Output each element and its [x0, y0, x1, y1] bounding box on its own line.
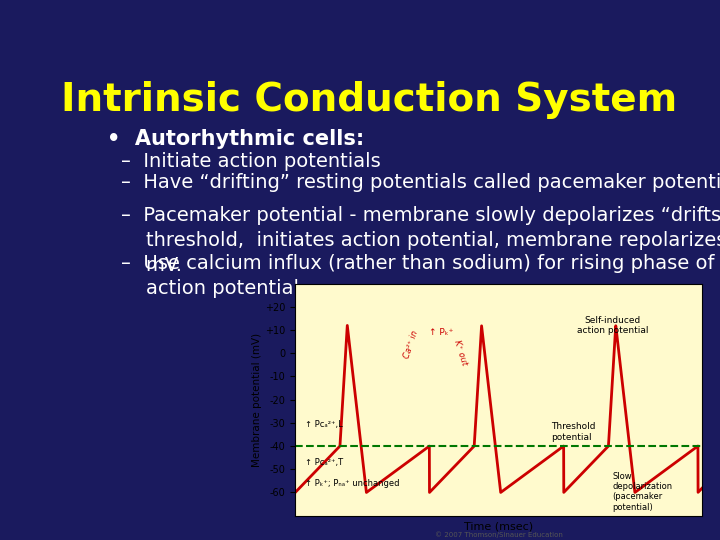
Text: Slow
depolarization
(pacemaker
potential): Slow depolarization (pacemaker potential… [613, 471, 672, 512]
X-axis label: Time (msec): Time (msec) [464, 521, 534, 531]
Text: –  Use calcium influx (rather than sodium) for rising phase of the
    action po: – Use calcium influx (rather than sodium… [121, 254, 720, 298]
Text: –  Have “drifting” resting potentials called pacemaker potentials: – Have “drifting” resting potentials cal… [121, 173, 720, 192]
Text: •  Autorhythmic cells:: • Autorhythmic cells: [107, 129, 364, 149]
Text: Ca²⁺ in: Ca²⁺ in [402, 329, 420, 360]
Text: Self-induced
action potential: Self-induced action potential [577, 316, 648, 335]
Text: ↑ Pₖ⁺: ↑ Pₖ⁺ [429, 328, 454, 336]
Text: K⁺ out: K⁺ out [451, 339, 468, 367]
Text: Threshold
potential: Threshold potential [552, 422, 596, 442]
Y-axis label: Membrane potential (mV): Membrane potential (mV) [252, 333, 262, 467]
Text: ↑ Pₖ⁺; Pₙₐ⁺ unchanged: ↑ Pₖ⁺; Pₙₐ⁺ unchanged [305, 478, 400, 488]
Text: –  Pacemaker potential - membrane slowly depolarizes “drifts”  to
    threshold,: – Pacemaker potential - membrane slowly … [121, 206, 720, 275]
Text: ↑ Pᴄₐ²⁺,T: ↑ Pᴄₐ²⁺,T [305, 457, 343, 467]
Text: © 2007 Thomson/Sinauer Education: © 2007 Thomson/Sinauer Education [435, 531, 562, 538]
Text: –  Initiate action potentials: – Initiate action potentials [121, 152, 380, 171]
Text: Intrinsic Conduction System: Intrinsic Conduction System [61, 82, 677, 119]
Text: ↑ Pᴄₐ²⁺,L: ↑ Pᴄₐ²⁺,L [305, 421, 343, 429]
